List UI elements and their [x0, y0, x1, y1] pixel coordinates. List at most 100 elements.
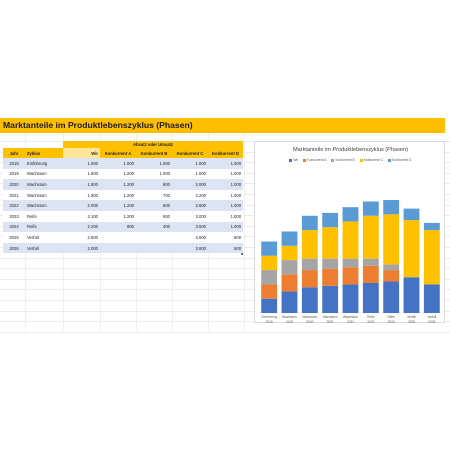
table-cell[interactable]: 2022: [3, 200, 25, 211]
table-cell[interactable]: 2.000: [172, 179, 208, 190]
table-cell[interactable]: Einführung: [25, 158, 63, 169]
bar-segment[interactable]: [362, 201, 379, 216]
header-cell-konkurrent-c[interactable]: Konkurrent C: [172, 148, 208, 158]
table-cell[interactable]: 2.500: [63, 232, 100, 243]
table-cell[interactable]: 1.000: [172, 158, 208, 169]
table-cell[interactable]: Reife: [25, 221, 63, 233]
bar-segment[interactable]: [301, 258, 318, 271]
bar-segment[interactable]: [403, 277, 420, 313]
data-table[interactable]: Absatz oder Umsatz Jahr Zyklus Wir Konku…: [3, 141, 244, 254]
table-cell[interactable]: 1.000: [208, 179, 244, 190]
table-cell[interactable]: 1.000: [208, 200, 244, 211]
bar-segment[interactable]: [342, 284, 359, 313]
table-cell[interactable]: [100, 232, 136, 243]
bar-segment[interactable]: [362, 215, 379, 259]
bar-segment[interactable]: [423, 284, 440, 313]
table-cell[interactable]: 1.800: [63, 179, 100, 190]
table-cell[interactable]: 4.000: [172, 232, 208, 243]
bar-segment[interactable]: [342, 207, 359, 222]
bar-segment[interactable]: [261, 255, 278, 271]
table-cell[interactable]: 2.600: [172, 200, 208, 211]
table-cell[interactable]: Verfall: [25, 242, 63, 254]
bar-segment[interactable]: [301, 215, 318, 231]
table-cell[interactable]: 1.000: [208, 210, 244, 222]
bar-segment[interactable]: [383, 264, 400, 271]
table-cell[interactable]: 3.800: [172, 242, 208, 254]
header-cell-zyklus[interactable]: Zyklus: [25, 148, 63, 158]
table-cell[interactable]: 2.000: [63, 242, 100, 254]
table-cell[interactable]: Wachstum: [25, 179, 63, 190]
table-cell[interactable]: 1.000: [208, 189, 244, 201]
bar-segment[interactable]: [383, 200, 400, 215]
table-cell[interactable]: 2020: [3, 179, 25, 190]
bar-segment[interactable]: [322, 258, 339, 269]
table-cell[interactable]: 1.200: [100, 179, 136, 190]
table-cell[interactable]: 1.000: [136, 168, 172, 180]
table-cell[interactable]: 3.000: [172, 210, 208, 222]
bar-segment[interactable]: [261, 270, 278, 285]
table-cell[interactable]: [136, 232, 172, 243]
table-cell[interactable]: 2.100: [63, 210, 100, 222]
table-cell[interactable]: 600: [136, 200, 172, 211]
bar-segment[interactable]: [403, 220, 420, 278]
table-cell[interactable]: 1.500: [63, 168, 100, 180]
fill-handle[interactable]: [241, 253, 243, 255]
table-cell[interactable]: 700: [136, 189, 172, 201]
bar-segment[interactable]: [281, 245, 298, 261]
table-cell[interactable]: 2021: [3, 189, 25, 201]
table-cell[interactable]: 1.000: [136, 158, 172, 169]
header-cell-konkurrent-a[interactable]: Konkurrent A: [100, 148, 136, 158]
header-cell-konkurrent-b[interactable]: Konkurrent B: [136, 148, 172, 158]
bar-segment[interactable]: [281, 231, 298, 246]
table-cell[interactable]: 2026: [3, 242, 25, 254]
table-cell[interactable]: 1.000: [208, 158, 244, 169]
bar-segment[interactable]: [301, 270, 318, 288]
table-cell[interactable]: Verfall: [25, 232, 63, 243]
table-cell[interactable]: 1.000: [208, 221, 244, 233]
group-header-cell[interactable]: Absatz oder Umsatz: [63, 141, 244, 148]
table-cell[interactable]: Wachstum: [25, 189, 63, 201]
table-cell[interactable]: 2018: [3, 158, 25, 169]
table-cell[interactable]: [100, 242, 136, 254]
table-cell[interactable]: 2019: [3, 168, 25, 180]
table-cell[interactable]: 500: [208, 242, 244, 254]
header-cell-wir[interactable]: Wir: [63, 148, 100, 158]
table-cell[interactable]: 1.200: [100, 189, 136, 201]
bar-segment[interactable]: [301, 287, 318, 313]
bar-segment[interactable]: [281, 274, 298, 292]
table-cell[interactable]: 2.200: [172, 189, 208, 201]
bar-segment[interactable]: [342, 258, 359, 268]
bar-segment[interactable]: [383, 281, 400, 313]
bar-segment[interactable]: [383, 214, 400, 265]
bar-segment[interactable]: [322, 212, 339, 228]
table-cell[interactable]: [136, 242, 172, 254]
bar-segment[interactable]: [423, 222, 440, 231]
bar-segment[interactable]: [281, 291, 298, 313]
bar-segment[interactable]: [403, 208, 420, 221]
bar-segment[interactable]: [322, 285, 339, 313]
table-cell[interactable]: 2025: [3, 232, 25, 243]
table-cell[interactable]: 2.000: [63, 200, 100, 211]
bar-segment[interactable]: [261, 284, 278, 299]
bar-segment[interactable]: [342, 221, 359, 259]
bar-segment[interactable]: [362, 282, 379, 313]
bar-segment[interactable]: [362, 258, 379, 266]
table-cell[interactable]: 2023: [3, 210, 25, 222]
bar-segment[interactable]: [362, 265, 379, 283]
table-cell[interactable]: 500: [136, 210, 172, 222]
table-cell[interactable]: Wachstum: [25, 200, 63, 211]
bar-segment[interactable]: [322, 268, 339, 286]
bar-segment[interactable]: [301, 230, 318, 259]
bar-segment[interactable]: [281, 260, 298, 275]
table-cell[interactable]: 1.000: [63, 158, 100, 169]
header-cell-jahr[interactable]: Jahr: [3, 148, 25, 158]
bar-segment[interactable]: [261, 241, 278, 256]
table-cell[interactable]: 2.200: [63, 221, 100, 233]
bar-segment[interactable]: [261, 298, 278, 313]
table-cell[interactable]: Reife: [25, 210, 63, 222]
table-cell[interactable]: 1.200: [100, 200, 136, 211]
table-cell[interactable]: 1.000: [100, 158, 136, 169]
table-cell[interactable]: 800: [136, 179, 172, 190]
bar-segment[interactable]: [383, 270, 400, 282]
table-cell[interactable]: 1.000: [208, 168, 244, 180]
